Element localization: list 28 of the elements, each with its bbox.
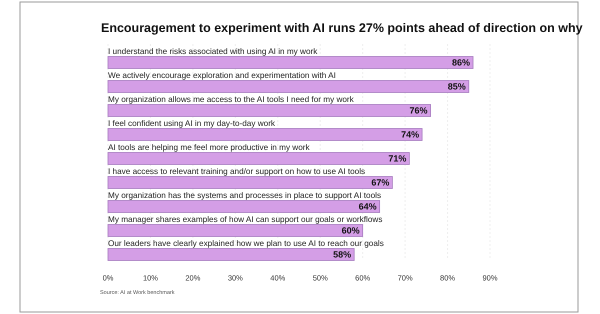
bar: [108, 200, 380, 213]
data-label: 86%: [452, 58, 470, 68]
y-tick-label: My organization allows me access to the AI tools I need for my work: [108, 95, 355, 104]
data-label: 85%: [448, 82, 466, 92]
data-label: 58%: [333, 250, 352, 260]
y-tick-label: We actively encourage exploration and experimentation with AI: [108, 71, 336, 80]
bar: [108, 104, 431, 117]
data-label: 60%: [342, 226, 360, 236]
y-tick-label: My organization has the systems and processes in place to support AI tools: [108, 191, 382, 200]
y-tick-label: Our leaders have clearly explained how we plan to use AI to reach our goals: [108, 239, 384, 248]
data-label: 74%: [401, 130, 420, 140]
y-tick-label: I have access to relevant training and/or support on how to use AI tools: [108, 167, 366, 176]
bar: [108, 152, 410, 165]
y-tick-label: AI tools are helping me feel more productive in my work: [108, 143, 310, 152]
bar: [108, 248, 355, 261]
data-label: 76%: [410, 106, 428, 116]
y-tick-label: I feel confident using AI in my day-to-day work: [108, 119, 276, 128]
bar: [108, 80, 470, 93]
bar: [108, 176, 393, 189]
bar: [108, 56, 474, 69]
y-tick-label: I understand the risks associated with using AI in my work: [108, 47, 318, 56]
data-label: 67%: [371, 178, 390, 188]
chart-title: Encouragement to experiment with AI runs 27% points ahead of direction on why: [101, 21, 583, 35]
data-label: 71%: [388, 154, 406, 164]
bar: [108, 224, 364, 237]
bar: [108, 128, 422, 141]
y-tick-label: My manager shares examples of how AI can support our goals or workflows: [108, 215, 382, 224]
data-label: 64%: [358, 202, 377, 212]
